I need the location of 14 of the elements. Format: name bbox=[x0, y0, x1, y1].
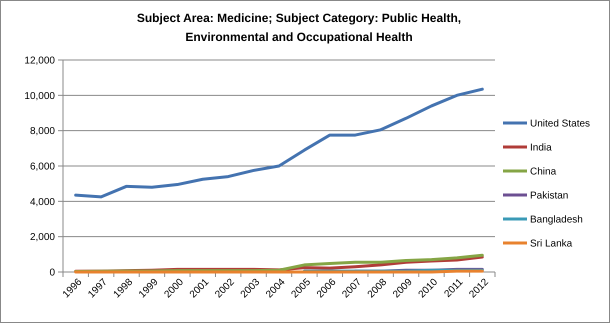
y-tick-label: 8,000 bbox=[30, 126, 56, 138]
y-tick-label: 2,000 bbox=[30, 232, 56, 244]
legend-label: Sri Lanka bbox=[530, 238, 573, 250]
legend-label: United States bbox=[530, 118, 590, 130]
chart-title: Subject Area: Medicine; Subject Category: Public Health, Environmental and Occupational Health bbox=[136, 11, 462, 44]
legend-label: Bangladesh bbox=[530, 214, 583, 226]
legend-label: Pakistan bbox=[530, 190, 568, 202]
legend-label: China bbox=[530, 166, 557, 178]
legend-label: India bbox=[530, 142, 552, 154]
y-tick-label: 10,000 bbox=[24, 90, 56, 102]
y-tick-label: 12,000 bbox=[24, 56, 56, 66]
y-tick-label: 4,000 bbox=[30, 196, 56, 208]
y-tick-label: 6,000 bbox=[30, 162, 56, 172]
y-tick-label: 0 bbox=[49, 268, 56, 278]
